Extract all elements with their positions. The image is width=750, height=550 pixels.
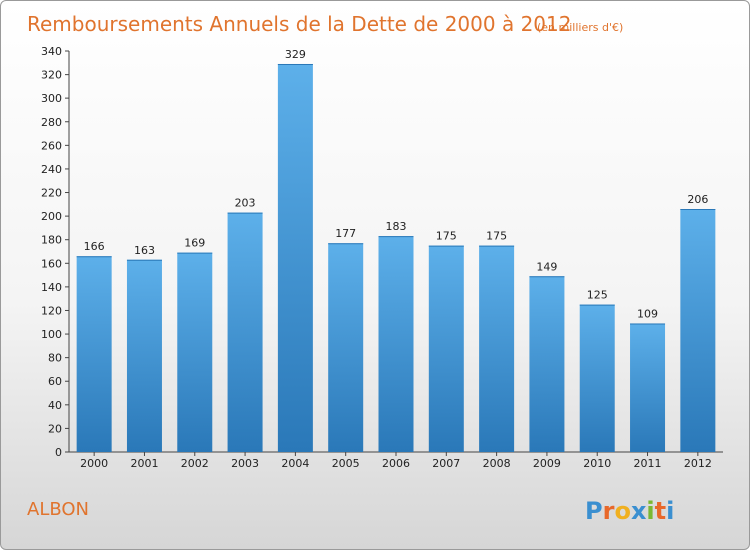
y-tick-label: 160 xyxy=(41,257,62,270)
y-tick-label: 240 xyxy=(41,163,62,176)
value-label-2012: 206 xyxy=(687,193,708,206)
value-label-2000: 166 xyxy=(84,240,105,253)
bar-2005 xyxy=(328,243,364,452)
value-label-2006: 183 xyxy=(386,220,407,233)
x-tick-label-2009: 2009 xyxy=(533,457,561,470)
y-tick-label: 40 xyxy=(48,399,62,412)
y-tick-label: 280 xyxy=(41,116,62,129)
bar-2008 xyxy=(479,245,515,452)
value-label-2007: 175 xyxy=(436,230,457,243)
y-tick-label: 300 xyxy=(41,92,62,105)
y-tick-label: 20 xyxy=(48,422,62,435)
chart-title: Remboursements Annuels de la Dette de 20… xyxy=(27,12,571,36)
bar-2001 xyxy=(126,259,162,452)
x-tick-label-2004: 2004 xyxy=(281,457,309,470)
bar-2010 xyxy=(579,304,615,452)
x-tick-label-2001: 2001 xyxy=(130,457,158,470)
y-tick-label: 100 xyxy=(41,328,62,341)
x-tick-label-2005: 2005 xyxy=(332,457,360,470)
proxiti-logo: Proxiti xyxy=(585,497,674,525)
value-label-2009: 149 xyxy=(536,260,557,273)
y-tick-label: 260 xyxy=(41,139,62,152)
value-label-2011: 109 xyxy=(637,307,658,320)
axes: 0 20 40 60 80 100 120 140 160 180 200 220 240 260 280 3… xyxy=(41,45,723,470)
bars: 166 163 169 203 329 177 183 175 175 149 125 109 206 xyxy=(76,48,716,452)
bar-2000 xyxy=(76,256,112,452)
value-label-2005: 177 xyxy=(335,227,356,240)
bar-2006 xyxy=(378,236,414,452)
x-tick-label-2002: 2002 xyxy=(181,457,209,470)
bar-2007 xyxy=(428,245,464,452)
bar-2003 xyxy=(227,212,263,452)
y-tick-label: 180 xyxy=(41,234,62,247)
y-tick-label: 200 xyxy=(41,210,62,223)
x-tick-label-2012: 2012 xyxy=(684,457,712,470)
value-label-2003: 203 xyxy=(235,197,256,210)
y-tick-label: 140 xyxy=(41,281,62,294)
x-tick-label-2011: 2011 xyxy=(634,457,662,470)
y-tick-label: 80 xyxy=(48,352,62,365)
value-label-2001: 163 xyxy=(134,244,155,257)
bar-2011 xyxy=(630,323,666,452)
unit-note: (en milliers d'€) xyxy=(537,21,623,34)
x-tick-label-2000: 2000 xyxy=(80,457,108,470)
x-tick-label-2008: 2008 xyxy=(483,457,511,470)
value-label-2008: 175 xyxy=(486,230,507,243)
bar-2009 xyxy=(529,276,565,452)
x-tick-label-2006: 2006 xyxy=(382,457,410,470)
x-tick-label-2007: 2007 xyxy=(432,457,460,470)
bar-2002 xyxy=(177,252,213,452)
value-label-2004: 329 xyxy=(285,48,306,61)
y-tick-label: 120 xyxy=(41,304,62,317)
commune-name: ALBON xyxy=(27,499,89,520)
value-label-2002: 169 xyxy=(184,237,205,250)
value-label-2010: 125 xyxy=(587,289,608,302)
bar-2012 xyxy=(680,209,716,452)
y-tick-label: 220 xyxy=(41,187,62,200)
x-tick-label-2003: 2003 xyxy=(231,457,259,470)
y-tick-label: 60 xyxy=(48,375,62,388)
y-tick-label: 340 xyxy=(41,45,62,58)
x-tick-label-2010: 2010 xyxy=(583,457,611,470)
y-tick-label: 320 xyxy=(41,69,62,82)
bar-2004 xyxy=(277,63,313,452)
y-tick-label: 0 xyxy=(55,446,62,459)
